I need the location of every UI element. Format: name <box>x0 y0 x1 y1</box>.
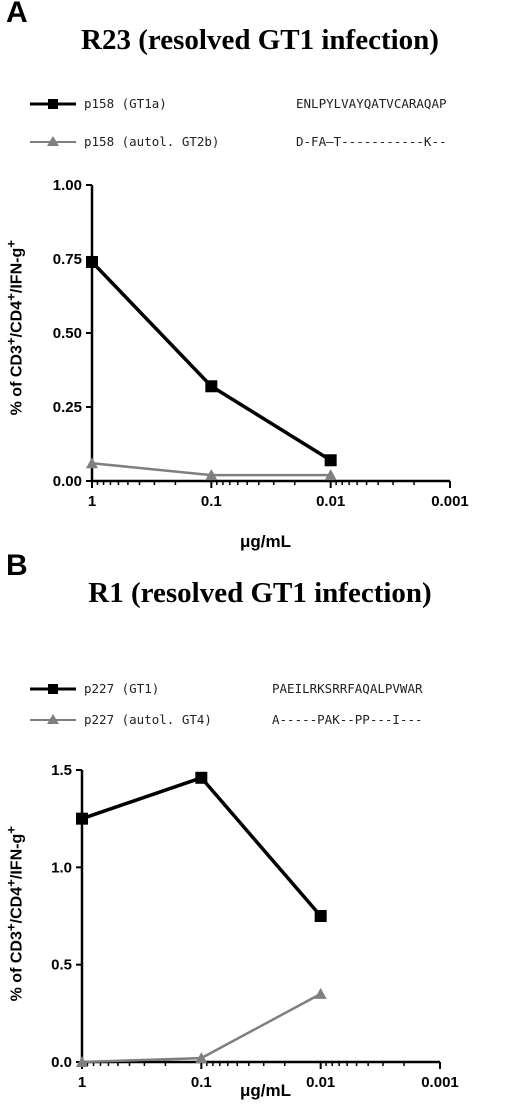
y-tick-label: 1.5 <box>51 762 72 779</box>
legend-sequence: A-----PAK--PP---I--- <box>272 712 423 727</box>
legend-sequence: D-FA—T-----------K-- <box>296 134 447 149</box>
panel-letter: A <box>6 0 28 29</box>
legend-triangle-marker-icon <box>30 136 76 146</box>
y-tick-label: 1.00 <box>53 177 82 194</box>
x-tick-label: 1 <box>78 1074 86 1091</box>
legend-label: p158 (GT1a) <box>84 96 167 111</box>
y-axis-title: % of CD3+/CD4+/IFN-g+ <box>3 239 26 416</box>
data-point-triangle <box>195 1052 208 1064</box>
data-point-square <box>205 380 218 393</box>
chart-panel-a: A R23 (resolved GT1 infection) p158 (GT1… <box>3 0 469 551</box>
data-point-triangle <box>314 987 327 999</box>
legend-label: p227 (GT1) <box>84 681 160 696</box>
x-tick-label: 0.01 <box>306 1074 335 1091</box>
data-point-square <box>86 255 98 268</box>
y-axis-title: % of CD3+/CD4+/IFN-g+ <box>3 825 26 1002</box>
y-tick-label: 0.0 <box>51 1054 72 1071</box>
data-point-triangle <box>76 1056 88 1067</box>
data-point-square <box>195 771 208 784</box>
legend-square-marker-icon <box>30 99 76 109</box>
x-tick-label: 0.001 <box>431 493 469 510</box>
chart-title: R1 (resolved GT1 infection) <box>88 577 432 609</box>
x-tick-label: 0.01 <box>316 493 345 510</box>
data-point-square <box>324 454 337 467</box>
panel-letter: B <box>6 549 28 582</box>
legend-triangle-marker-icon <box>30 714 76 724</box>
chart-title: R23 (resolved GT1 infection) <box>81 24 439 56</box>
y-tick-label: 0.00 <box>53 473 82 490</box>
y-tick-label: 0.50 <box>53 325 82 342</box>
x-tick-label: 0.001 <box>421 1074 459 1091</box>
legend-label: p227 (autol. GT4) <box>84 712 212 727</box>
y-tick-label: 1.0 <box>51 859 72 876</box>
x-tick-label: 0.1 <box>191 1074 212 1091</box>
data-point-triangle <box>324 469 337 481</box>
series-line-2 <box>81 992 322 1064</box>
y-tick-label: 0.5 <box>51 957 72 974</box>
y-tick-label: 0.75 <box>53 251 82 268</box>
x-tick-label: 0.1 <box>201 493 222 510</box>
data-point-square <box>76 812 88 825</box>
legend-sequence: ENLPYLVAYQATVCARAQAP <box>296 96 447 111</box>
legend-sequence: PAEILRKSRRFAQALPVWAR <box>272 681 423 696</box>
plot-area: 0.0 0.5 1.0 1.5 1 0.1 0.01 0.001 <box>51 762 459 1091</box>
chart-panel-b: B R1 (resolved GT1 infection) p227 (GT1)… <box>0 549 520 1106</box>
data-point-square <box>314 910 327 922</box>
x-tick-label: 1 <box>88 493 96 510</box>
series-line-1 <box>81 775 322 918</box>
legend-label: p158 (autol. GT2b) <box>84 134 220 149</box>
data-point-triangle <box>205 469 218 481</box>
x-axis-title: μg/mL <box>240 532 292 551</box>
series-line-1 <box>90 260 332 462</box>
x-axis-title: μg/mL <box>240 1081 292 1100</box>
plot-area: 0.00 0.25 0.50 0.75 1.00 1 0.1 0.01 0.001 <box>53 177 469 510</box>
data-point-triangle <box>86 457 98 469</box>
legend-square-marker-icon <box>30 684 76 694</box>
y-tick-label: 0.25 <box>53 399 82 416</box>
